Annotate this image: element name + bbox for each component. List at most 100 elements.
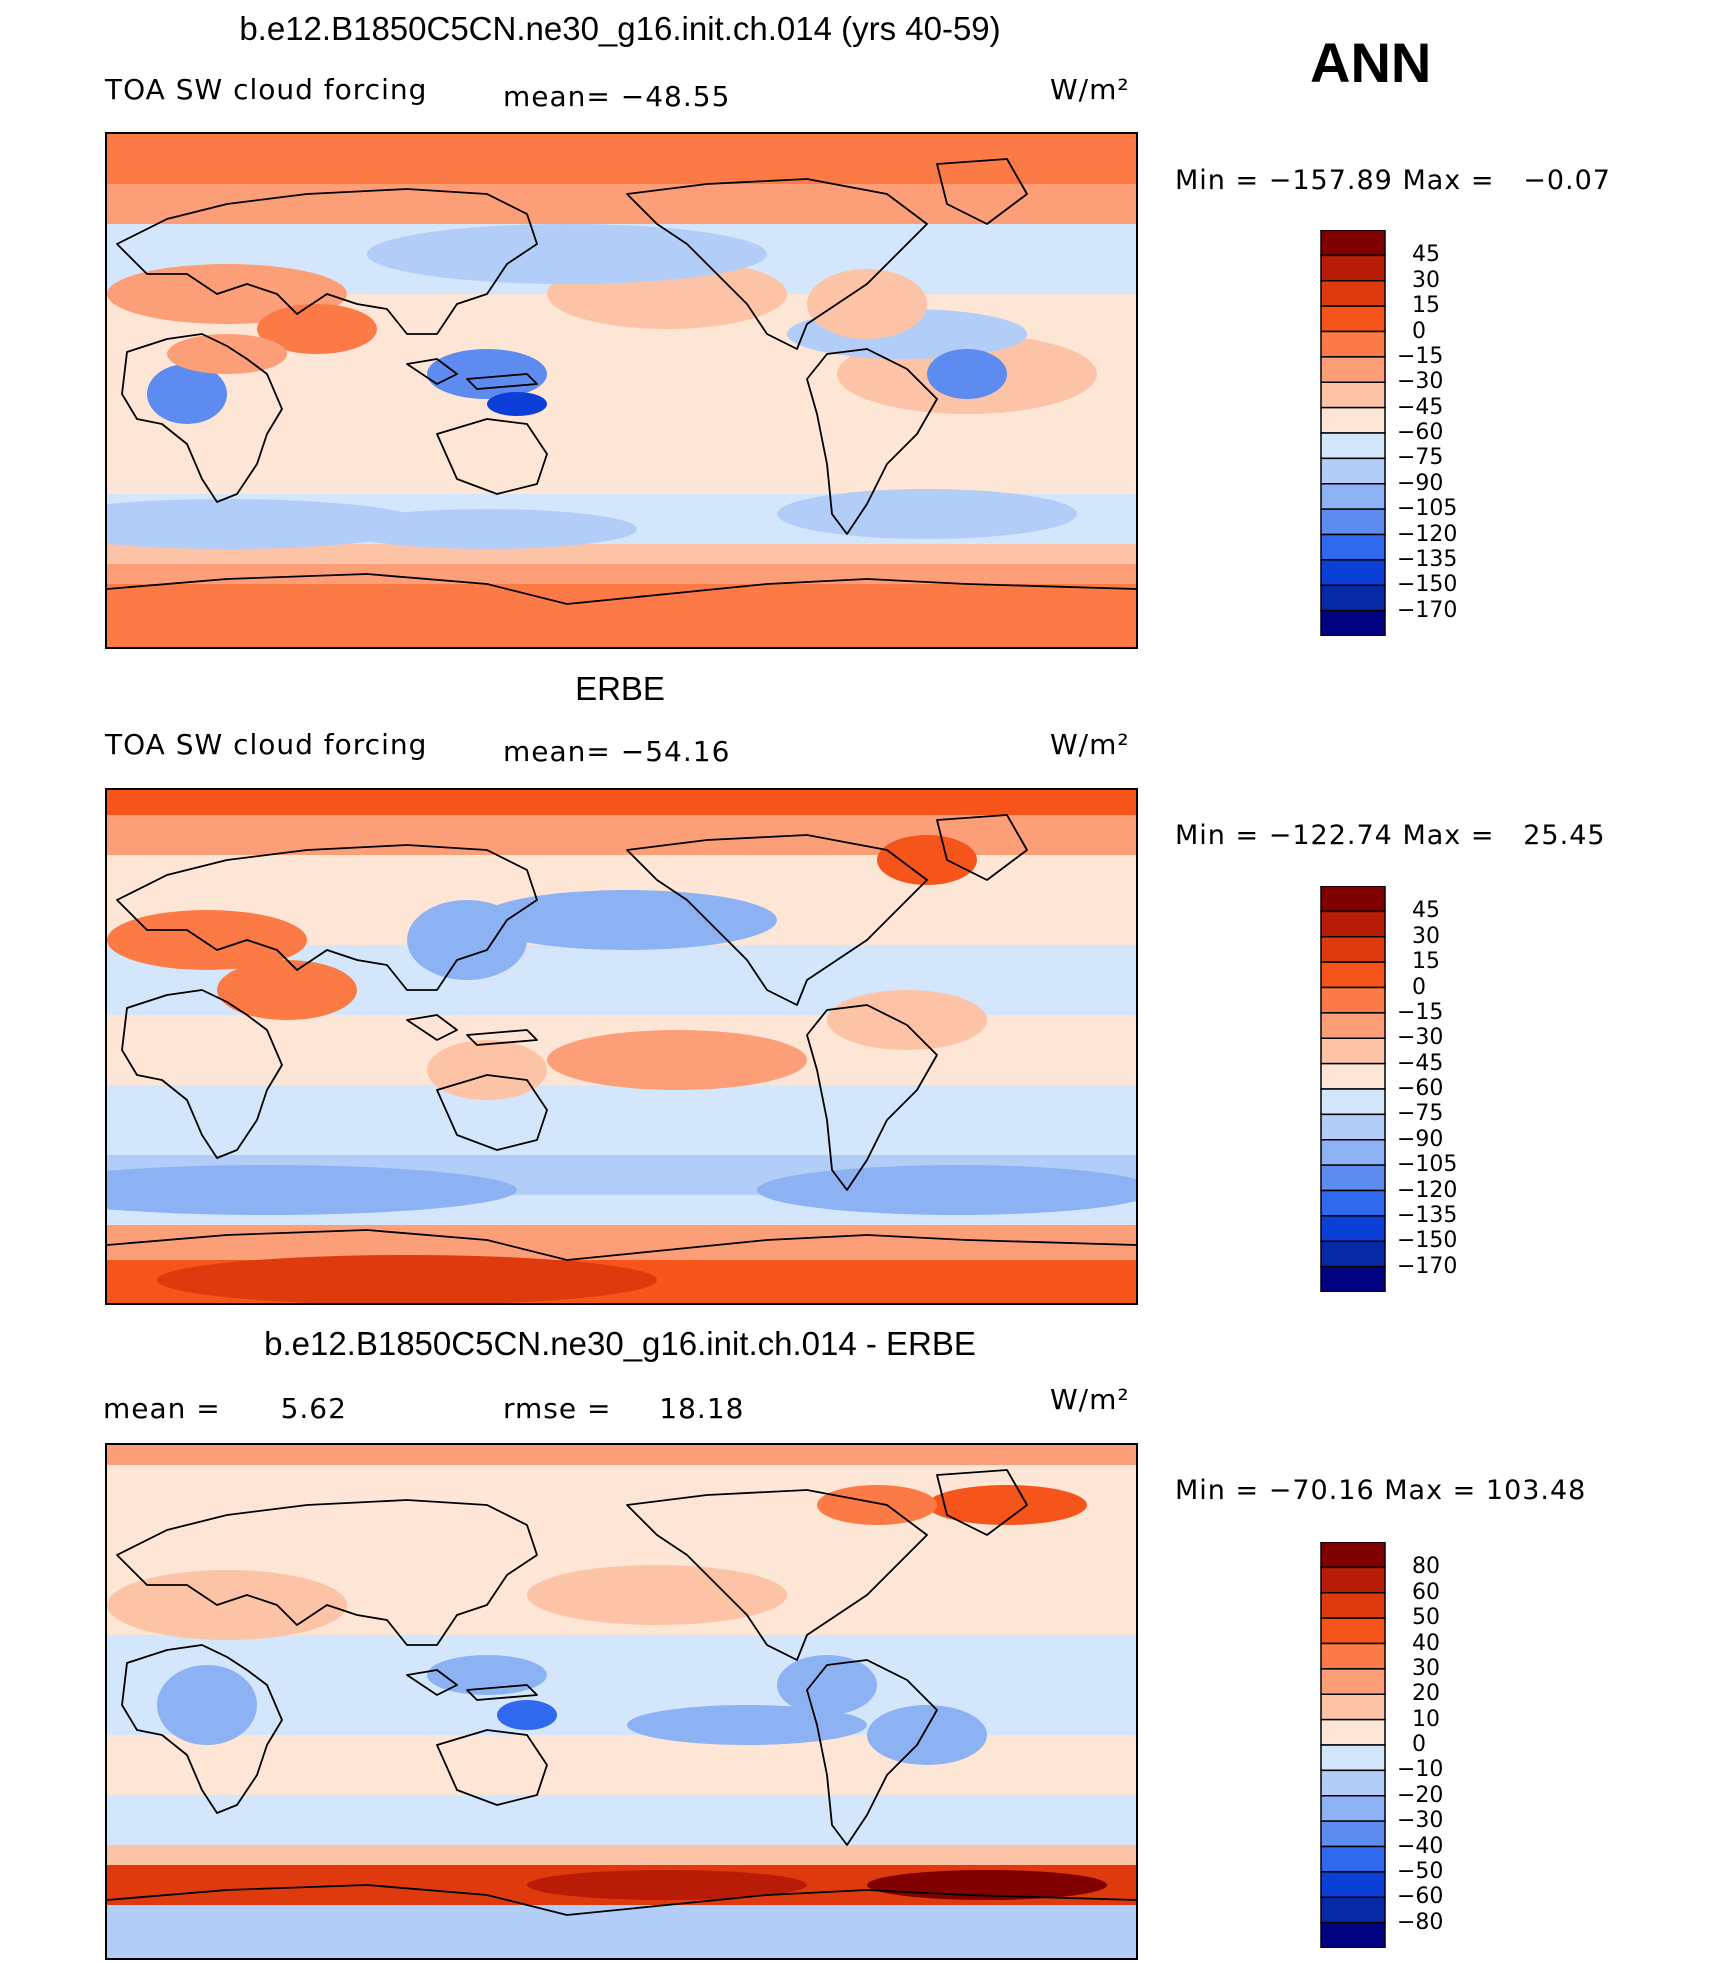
colorbar-swatch <box>1320 1542 1386 1569</box>
panel2-map-svg <box>107 790 1136 1303</box>
colorbar-tick-label: 20 <box>1412 1681 1440 1707</box>
zonal-band <box>107 434 1136 494</box>
panel3-mean-value: 5.62 <box>280 1392 347 1425</box>
field-region <box>807 269 927 339</box>
coastline <box>626 1489 928 1661</box>
field-region <box>107 499 427 549</box>
colorbar-tick-label: −45 <box>1397 394 1444 420</box>
colorbar-swatch <box>1320 483 1386 510</box>
colorbar-tick-label: 30 <box>1412 923 1440 949</box>
field-region <box>777 489 1077 539</box>
coastline <box>806 1659 938 1846</box>
field-region <box>927 1485 1087 1525</box>
panel1-max-label: Max <box>1402 165 1462 196</box>
field-region <box>627 1705 867 1745</box>
colorbar-swatch <box>1320 381 1386 409</box>
colorbar-tick-label: −75 <box>1397 445 1444 471</box>
colorbar-swatch <box>1320 1693 1386 1721</box>
colorbar-tick-label: −15 <box>1397 343 1444 369</box>
colorbar-tick-label: −60 <box>1397 1884 1444 1910</box>
colorbar-swatch <box>1320 1896 1386 1924</box>
field-region <box>167 334 287 374</box>
colorbar-tick-label: −30 <box>1397 369 1444 395</box>
panel3-title: b.e12.B1850C5CN.ne30_g16.init.ch.014 - E… <box>264 1325 976 1362</box>
colorbar-swatch <box>1320 1617 1386 1645</box>
coastline <box>116 188 538 335</box>
field-region <box>367 224 767 284</box>
colorbar-swatch <box>1320 1820 1386 1848</box>
colorbar-swatch <box>1320 1012 1386 1039</box>
colorbar-tick-label: −45 <box>1397 1050 1444 1076</box>
season-label: ANN <box>1310 31 1432 94</box>
colorbar-tick-label: −170 <box>1397 1253 1458 1279</box>
field-region <box>147 364 227 424</box>
field-region <box>107 1165 517 1215</box>
panel3-max-value: 103.48 <box>1485 1475 1587 1506</box>
colorbar-tick-label: −50 <box>1397 1858 1444 1884</box>
zonal-band <box>107 1905 1136 1958</box>
field-region <box>157 1665 257 1745</box>
zonal-band <box>107 134 1136 184</box>
panel3-mean-label: mean = <box>103 1392 221 1425</box>
colorbar-tick-label: −60 <box>1397 420 1444 445</box>
panel3-min-label: Min <box>1175 1475 1226 1506</box>
colorbar-swatch <box>1320 1592 1386 1619</box>
colorbar-tick-label: 45 <box>1412 242 1440 268</box>
panel1-title: b.e12.B1850C5CN.ne30_g16.init.ch.014 (yr… <box>239 10 1001 47</box>
coastline <box>936 158 1028 225</box>
colorbar-swatch <box>1320 1240 1386 1268</box>
panel1-max-value: −0.07 <box>1523 165 1611 196</box>
field-region <box>157 1255 657 1303</box>
colorbar-tick-label: −75 <box>1397 1101 1444 1127</box>
field-region <box>477 890 777 950</box>
colorbar-tick-label: −90 <box>1397 1126 1444 1152</box>
zonal-band <box>107 1795 1136 1845</box>
colorbar-tick-label: −120 <box>1397 521 1458 547</box>
colorbar-swatch <box>1320 1037 1386 1065</box>
panel2-title: ERBE <box>575 670 665 707</box>
zonal-band <box>107 564 1136 584</box>
colorbar-tick-label: −40 <box>1397 1833 1444 1859</box>
field-region <box>427 1040 547 1100</box>
coastline <box>806 1004 938 1191</box>
coastline <box>406 358 538 390</box>
colorbar-tick-label: 60 <box>1412 1579 1440 1605</box>
panel3-colorbar <box>1320 1542 1386 1948</box>
panel3-rmse-label: rmse = <box>503 1392 612 1425</box>
panel2-min-value: −122.74 <box>1268 820 1393 851</box>
colorbar-swatch <box>1320 330 1386 358</box>
colorbar-swatch <box>1320 230 1386 257</box>
coastline <box>121 989 283 1159</box>
colorbar-tick-label: −90 <box>1397 470 1444 496</box>
panel2-minmax: Min = −122.74 Max = 25.45 <box>1175 820 1606 851</box>
coastline <box>121 1644 283 1814</box>
colorbar-tick-label: 15 <box>1412 949 1440 975</box>
coastline <box>406 1669 538 1701</box>
colorbar-swatch <box>1320 936 1386 963</box>
colorbar-tick-label: 45 <box>1412 898 1440 924</box>
panel1-colorbar <box>1320 230 1386 636</box>
colorbar-swatch <box>1320 1164 1386 1192</box>
coastline <box>107 1229 1136 1261</box>
colorbar-swatch <box>1320 1845 1386 1873</box>
panel2-units-text: W/m² <box>1050 728 1130 761</box>
panel3-map-svg <box>107 1445 1136 1958</box>
colorbar-tick-label: −170 <box>1397 597 1458 623</box>
coastline <box>116 844 538 991</box>
colorbar-swatch <box>1320 1189 1386 1217</box>
panel1-colorbar-svg <box>1320 230 1386 636</box>
panel3-mean: mean = 5.62 <box>103 1392 347 1425</box>
panel2-max-value: 25.45 <box>1523 820 1606 851</box>
zonal-band <box>107 1445 1136 1465</box>
panel2-colorbar <box>1320 886 1386 1292</box>
colorbar-swatch <box>1320 1871 1386 1898</box>
colorbar-tick-label: 0 <box>1412 318 1426 344</box>
panel2-mean: mean= −54.16 <box>503 735 731 768</box>
colorbar-tick-label: −80 <box>1397 1909 1444 1935</box>
panel2-max-label: Max <box>1402 820 1462 851</box>
colorbar-swatch <box>1320 1088 1386 1116</box>
colorbar-swatch <box>1320 1265 1386 1292</box>
field-region <box>927 349 1007 399</box>
panel3-units-text: W/m² <box>1050 1383 1130 1416</box>
field-region <box>547 1030 807 1090</box>
